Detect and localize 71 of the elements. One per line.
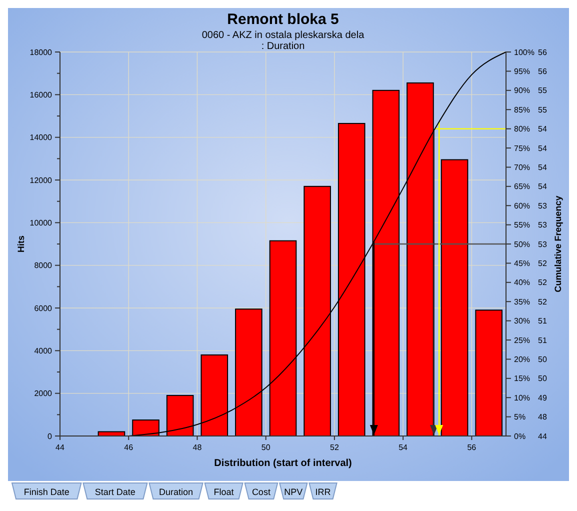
category-label: 48 bbox=[538, 412, 547, 422]
text: Float bbox=[214, 487, 234, 497]
y-tick-label: 8000 bbox=[34, 261, 53, 270]
chart-title: Remont bloka 5 bbox=[227, 11, 339, 28]
x-tick-label: 46 bbox=[124, 443, 134, 452]
category-label: 55 bbox=[538, 105, 547, 114]
y-tick-label: 2000 bbox=[34, 389, 53, 398]
y2-tick-label: 30% bbox=[514, 316, 530, 326]
x-tick-label: 50 bbox=[261, 443, 271, 452]
y-tick-label: 10000 bbox=[30, 218, 53, 228]
y2-tick-label: 95% bbox=[514, 67, 530, 76]
y-tick-label: 16000 bbox=[30, 90, 53, 100]
y2-tick-label: 25% bbox=[514, 336, 530, 345]
category-label: 54 bbox=[538, 163, 547, 172]
y-tick-label: 12000 bbox=[30, 176, 53, 185]
y2-tick-label: 15% bbox=[514, 374, 530, 384]
y2-tick-label: 75% bbox=[514, 144, 530, 153]
x-tick-label: 48 bbox=[192, 443, 202, 452]
category-label: 54 bbox=[538, 144, 547, 153]
x-tick-label: 56 bbox=[467, 443, 477, 452]
y2-tick-label: 5% bbox=[514, 412, 526, 422]
x-axis-title: Distribution (start of interval) bbox=[214, 458, 352, 469]
y-tick-label: 0 bbox=[48, 432, 53, 441]
category-label: 52 bbox=[538, 278, 547, 288]
y2-tick-label: 50% bbox=[514, 240, 530, 249]
category-label: 54 bbox=[538, 124, 547, 134]
y2-tick-label: 70% bbox=[514, 163, 530, 172]
y2-tick-label: 80% bbox=[514, 124, 530, 134]
y2-tick-label: 35% bbox=[514, 297, 530, 306]
category-label: 56 bbox=[538, 48, 547, 57]
category-label: 55 bbox=[538, 86, 547, 96]
category-label: 52 bbox=[538, 259, 547, 268]
y2-axis-title: Cumulative Frequency bbox=[553, 196, 563, 292]
y2-tick-label: 40% bbox=[514, 278, 530, 288]
category-label: 50 bbox=[538, 355, 547, 364]
y2-tick-label: 90% bbox=[514, 86, 530, 96]
category-label: 53 bbox=[538, 220, 547, 230]
y2-tick-label: 60% bbox=[514, 201, 530, 210]
y-tick-label: 4000 bbox=[34, 346, 53, 356]
x-tick-label: 52 bbox=[330, 443, 340, 452]
category-label: 44 bbox=[538, 432, 547, 441]
category-label: 52 bbox=[538, 297, 547, 306]
y-tick-label: 6000 bbox=[34, 304, 53, 313]
y2-tick-label: 100% bbox=[514, 48, 534, 57]
category-label: 51 bbox=[538, 316, 547, 326]
y-tick-label: 18000 bbox=[30, 48, 53, 57]
text: NPV bbox=[284, 487, 303, 497]
chart-subtitle: 0060 - AKZ in ostala pleskarska dela : Duration bbox=[202, 30, 365, 52]
x-tick-label: 54 bbox=[398, 443, 408, 452]
y-tick-label: 14000 bbox=[30, 133, 53, 142]
category-label: 56 bbox=[538, 67, 547, 76]
y2-tick-label: 85% bbox=[514, 105, 530, 114]
text: IRR bbox=[315, 487, 332, 497]
y-axis-title: Hits bbox=[16, 235, 26, 253]
y2-tick-label: 0% bbox=[514, 432, 526, 441]
text: Start Date bbox=[94, 487, 136, 497]
y2-tick-label: 10% bbox=[514, 393, 530, 402]
y2-tick-label: 45% bbox=[514, 259, 530, 268]
category-label: 53 bbox=[538, 240, 547, 249]
category-label: 51 bbox=[538, 336, 547, 345]
category-label: 49 bbox=[538, 393, 547, 402]
text: Duration bbox=[158, 487, 194, 497]
x-tick-label: 44 bbox=[56, 443, 65, 452]
category-label: 53 bbox=[538, 201, 547, 210]
text: Cost bbox=[252, 487, 271, 497]
y2-tick-label: 20% bbox=[514, 355, 530, 364]
category-label: 54 bbox=[538, 182, 547, 192]
text: Finish Date bbox=[24, 487, 70, 497]
y2-tick-label: 55% bbox=[514, 220, 530, 230]
category-label: 50 bbox=[538, 374, 547, 384]
y2-tick-label: 65% bbox=[514, 182, 530, 192]
